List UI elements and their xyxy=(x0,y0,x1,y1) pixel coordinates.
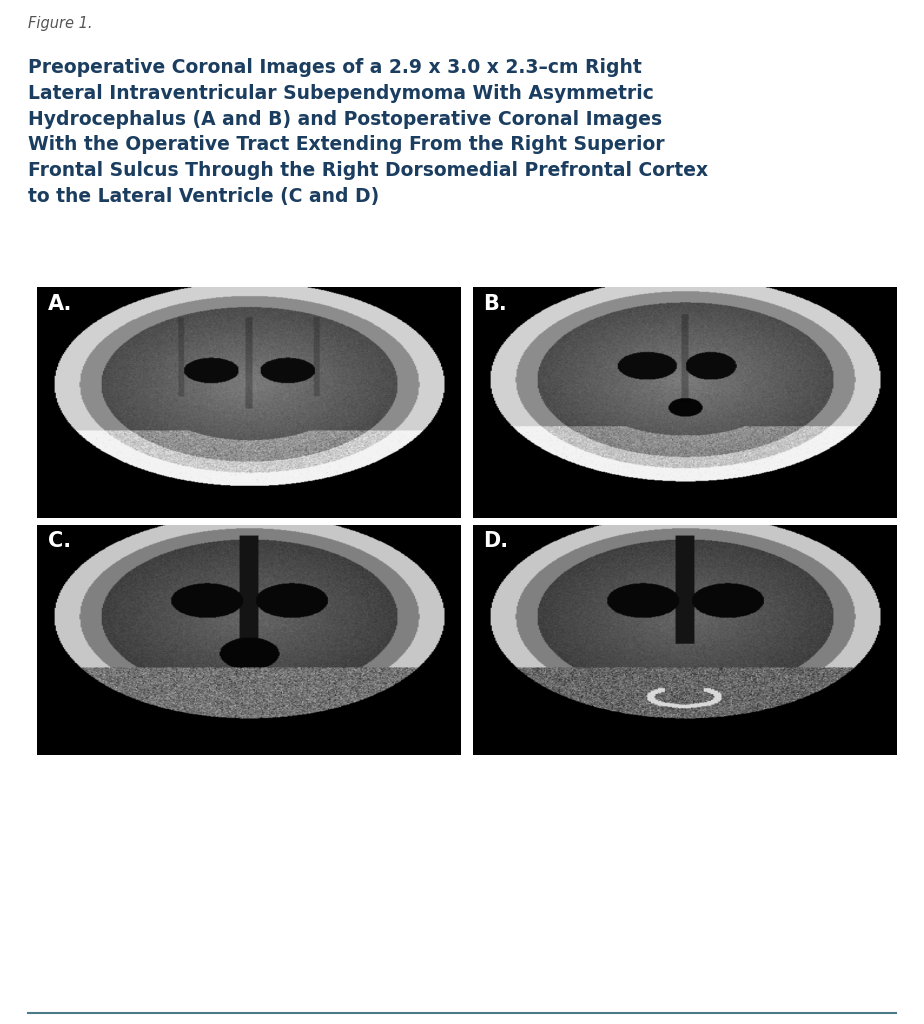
Text: D.: D. xyxy=(483,531,509,552)
Text: B.: B. xyxy=(483,294,507,313)
Text: Figure 1.: Figure 1. xyxy=(28,15,92,31)
Text: Preoperative Coronal Images of a 2.9 x 3.0 x 2.3–cm Right
Lateral Intraventricul: Preoperative Coronal Images of a 2.9 x 3… xyxy=(28,58,708,206)
Text: C.: C. xyxy=(47,531,70,552)
Text: A.: A. xyxy=(47,294,72,313)
